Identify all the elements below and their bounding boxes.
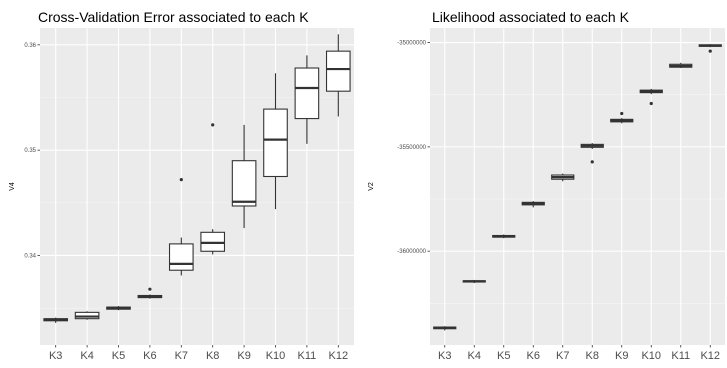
box-k7 (168, 178, 194, 276)
x-tick-label: K4 (80, 350, 93, 362)
box-body (168, 243, 194, 271)
box-k6 (137, 287, 163, 299)
box-k8 (200, 123, 226, 255)
x-tick-label: K4 (468, 350, 481, 362)
x-tick-label: K8 (586, 350, 599, 362)
box-body (325, 50, 351, 92)
y-axis-label: V4 (9, 182, 16, 191)
x-tick-label: K12 (700, 350, 720, 362)
cv-error-chart: Cross-Validation Error associated to eac… (9, 9, 354, 362)
box-k9 (610, 111, 634, 124)
box-k3 (433, 326, 457, 331)
outlier-point (179, 178, 183, 182)
box-k11 (294, 55, 320, 144)
outlier-point (620, 111, 624, 116)
box-k6 (521, 201, 545, 208)
box-k4 (74, 311, 100, 320)
outlier-point (211, 123, 215, 127)
x-tick-label: K3 (438, 350, 451, 362)
x-tick-label: K7 (175, 350, 188, 362)
chart-title: Cross-Validation Error associated to eac… (38, 9, 309, 25)
outlier-point (590, 160, 594, 164)
x-tick-label: K9 (615, 350, 628, 362)
x-tick-label: K6 (527, 350, 540, 362)
y-axis-label: V2 (368, 182, 375, 191)
x-tick-label: K8 (206, 350, 219, 362)
x-tick-label: K5 (497, 350, 510, 362)
x-tick-label: K7 (556, 350, 569, 362)
box-k3 (43, 317, 69, 323)
box-body (294, 67, 320, 120)
box-k7 (551, 173, 575, 182)
y-tick-label: -35500000 (397, 145, 426, 151)
box-k10 (263, 73, 288, 210)
outlier-point (649, 101, 653, 106)
box-k12 (325, 34, 351, 117)
y-tick-label: 0.36 (24, 43, 36, 49)
box-k9 (231, 124, 257, 229)
x-tick-label: K12 (329, 350, 349, 362)
y-tick-label: -35000000 (397, 41, 426, 47)
box-body (231, 160, 257, 207)
x-tick-label: K10 (266, 350, 286, 362)
box-k5 (106, 306, 131, 311)
box-k5 (492, 234, 516, 239)
box-k12 (698, 44, 722, 53)
x-tick-label: K3 (49, 350, 62, 362)
x-tick-label: K6 (143, 350, 156, 362)
x-tick-label: K11 (671, 350, 690, 362)
outlier-point (708, 49, 712, 53)
likelihood-chart: Likelihood associated to each K -36000000… (368, 9, 725, 362)
box-k8 (580, 143, 604, 164)
y-tick-label: 0.35 (24, 148, 36, 154)
x-tick-label: K9 (237, 350, 250, 362)
outlier-point (148, 287, 152, 291)
box-k4 (462, 279, 486, 284)
x-tick-label: K11 (298, 350, 317, 362)
box-k10 (639, 88, 663, 106)
box-body (263, 108, 288, 178)
box-k11 (669, 62, 693, 69)
y-tick-label: -36000000 (397, 249, 426, 255)
y-tick-label: 0.34 (24, 253, 36, 259)
x-tick-label: K5 (112, 350, 125, 362)
chart-title: Likelihood associated to each K (432, 9, 630, 25)
plot-panel (430, 28, 725, 345)
x-tick-label: K10 (641, 350, 661, 362)
